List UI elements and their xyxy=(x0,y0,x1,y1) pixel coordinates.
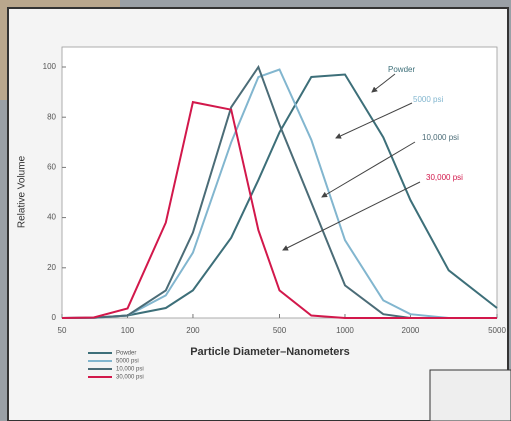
legend-label: 5000 psi xyxy=(116,359,139,365)
x-tick-label: 50 xyxy=(58,326,67,335)
annotation-arrow xyxy=(335,102,413,139)
x-tick-label: 100 xyxy=(121,326,135,335)
annotation: 10,000 psi xyxy=(422,133,459,142)
annotation: Powder xyxy=(388,65,415,74)
annotation: 30,000 psi xyxy=(426,173,463,182)
annotation-arrow xyxy=(321,141,416,198)
y-tick-label: 80 xyxy=(47,112,56,121)
legend-label: 10,000 psi xyxy=(116,367,144,373)
y-tick-label: 100 xyxy=(43,62,57,71)
y-tick-label: 0 xyxy=(52,313,57,322)
x-tick-label: 500 xyxy=(273,326,287,335)
annotation: 5000 psi xyxy=(413,95,443,104)
legend-label: Powder xyxy=(116,351,136,357)
annotation-arrow xyxy=(282,181,421,251)
annotation-arrow xyxy=(371,73,396,93)
line-series xyxy=(61,100,497,319)
y-tick-label: 60 xyxy=(47,163,56,172)
other-window xyxy=(429,369,511,421)
x-tick-label: 5000 xyxy=(488,326,506,335)
x-axis-label: Particle Diameter–Nanometers xyxy=(190,346,350,358)
plot-area xyxy=(61,46,498,319)
y-tick-label: 40 xyxy=(47,213,56,222)
x-tick-label: 1000 xyxy=(336,326,354,335)
y-tick-label: 20 xyxy=(47,263,56,272)
y-axis-label: Relative Volume xyxy=(17,155,28,228)
legend-label: 30,000 psi xyxy=(116,375,144,381)
x-tick-label: 200 xyxy=(186,326,200,335)
x-tick-label: 2000 xyxy=(402,326,420,335)
